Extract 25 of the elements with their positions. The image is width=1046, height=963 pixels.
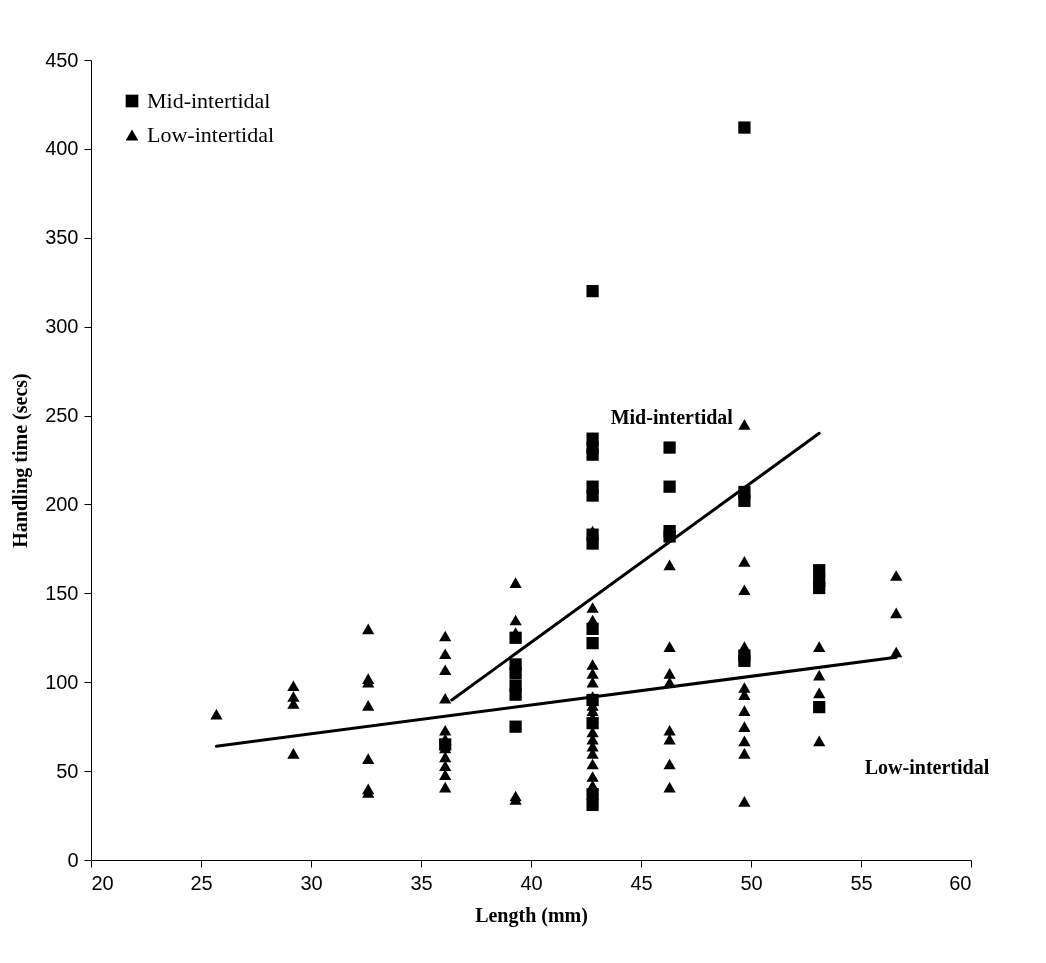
x-tick-label: 40 [520,871,543,894]
annotation: Mid-intertidal [610,405,734,428]
x-tick-label: 35 [410,871,433,894]
legend-label: Low-intertidal [147,122,275,147]
y-tick-label: 400 [45,137,79,160]
x-axis-title: Length (mm) [475,903,588,927]
y-tick-label: 150 [45,581,79,604]
y-tick-label: 300 [45,315,79,338]
y-tick-label: 450 [45,48,79,71]
x-tick-label: 25 [190,871,213,894]
y-tick-label: 250 [45,404,79,427]
x-tick-label: 50 [740,871,763,894]
y-tick-label: 200 [45,492,79,515]
y-tick-label: 50 [56,759,79,782]
x-tick-label: 60 [949,871,972,894]
x-tick-label: 30 [300,871,323,894]
y-tick-label: 100 [45,670,79,693]
x-tick-label: 55 [850,871,873,894]
annotation: Low-intertidal [864,756,990,778]
y-tick-label: 350 [45,226,79,249]
y-axis-title: Handling time (secs) [9,373,33,548]
x-tick-label: 45 [630,871,653,894]
y-tick-label: 0 [67,848,79,871]
legend-label: Mid-intertidal [147,88,271,113]
x-tick-label: 20 [91,871,114,894]
